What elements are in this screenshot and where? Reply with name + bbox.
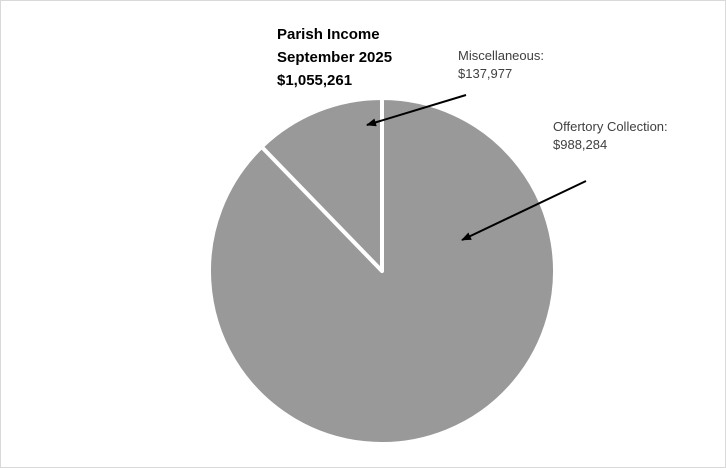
pie-slices bbox=[207, 96, 557, 446]
pie-slice-miscellaneous bbox=[259, 96, 384, 273]
slice-label-value: $137,977 bbox=[458, 66, 513, 81]
slice-label-name: Miscellaneous: bbox=[458, 48, 544, 63]
slice-label-value: $988,284 bbox=[553, 137, 608, 152]
chart-total: $1,055,261 bbox=[277, 72, 353, 89]
leader-arrow-offertory bbox=[461, 180, 587, 241]
slice-label-offertory-collection: Offertory Collection: $988,284 bbox=[553, 118, 668, 154]
chart-subtitle: September 2025 bbox=[277, 49, 393, 66]
leader-arrow-miscellaneous bbox=[366, 94, 467, 127]
chart-title: Parish Income bbox=[277, 26, 380, 43]
slice-label-name: Offertory Collection: bbox=[553, 119, 668, 134]
chart-title-block: Parish Income September 2025 $1,055,261 bbox=[277, 23, 392, 92]
slice-label-miscellaneous: Miscellaneous: $137,977 bbox=[458, 47, 544, 83]
